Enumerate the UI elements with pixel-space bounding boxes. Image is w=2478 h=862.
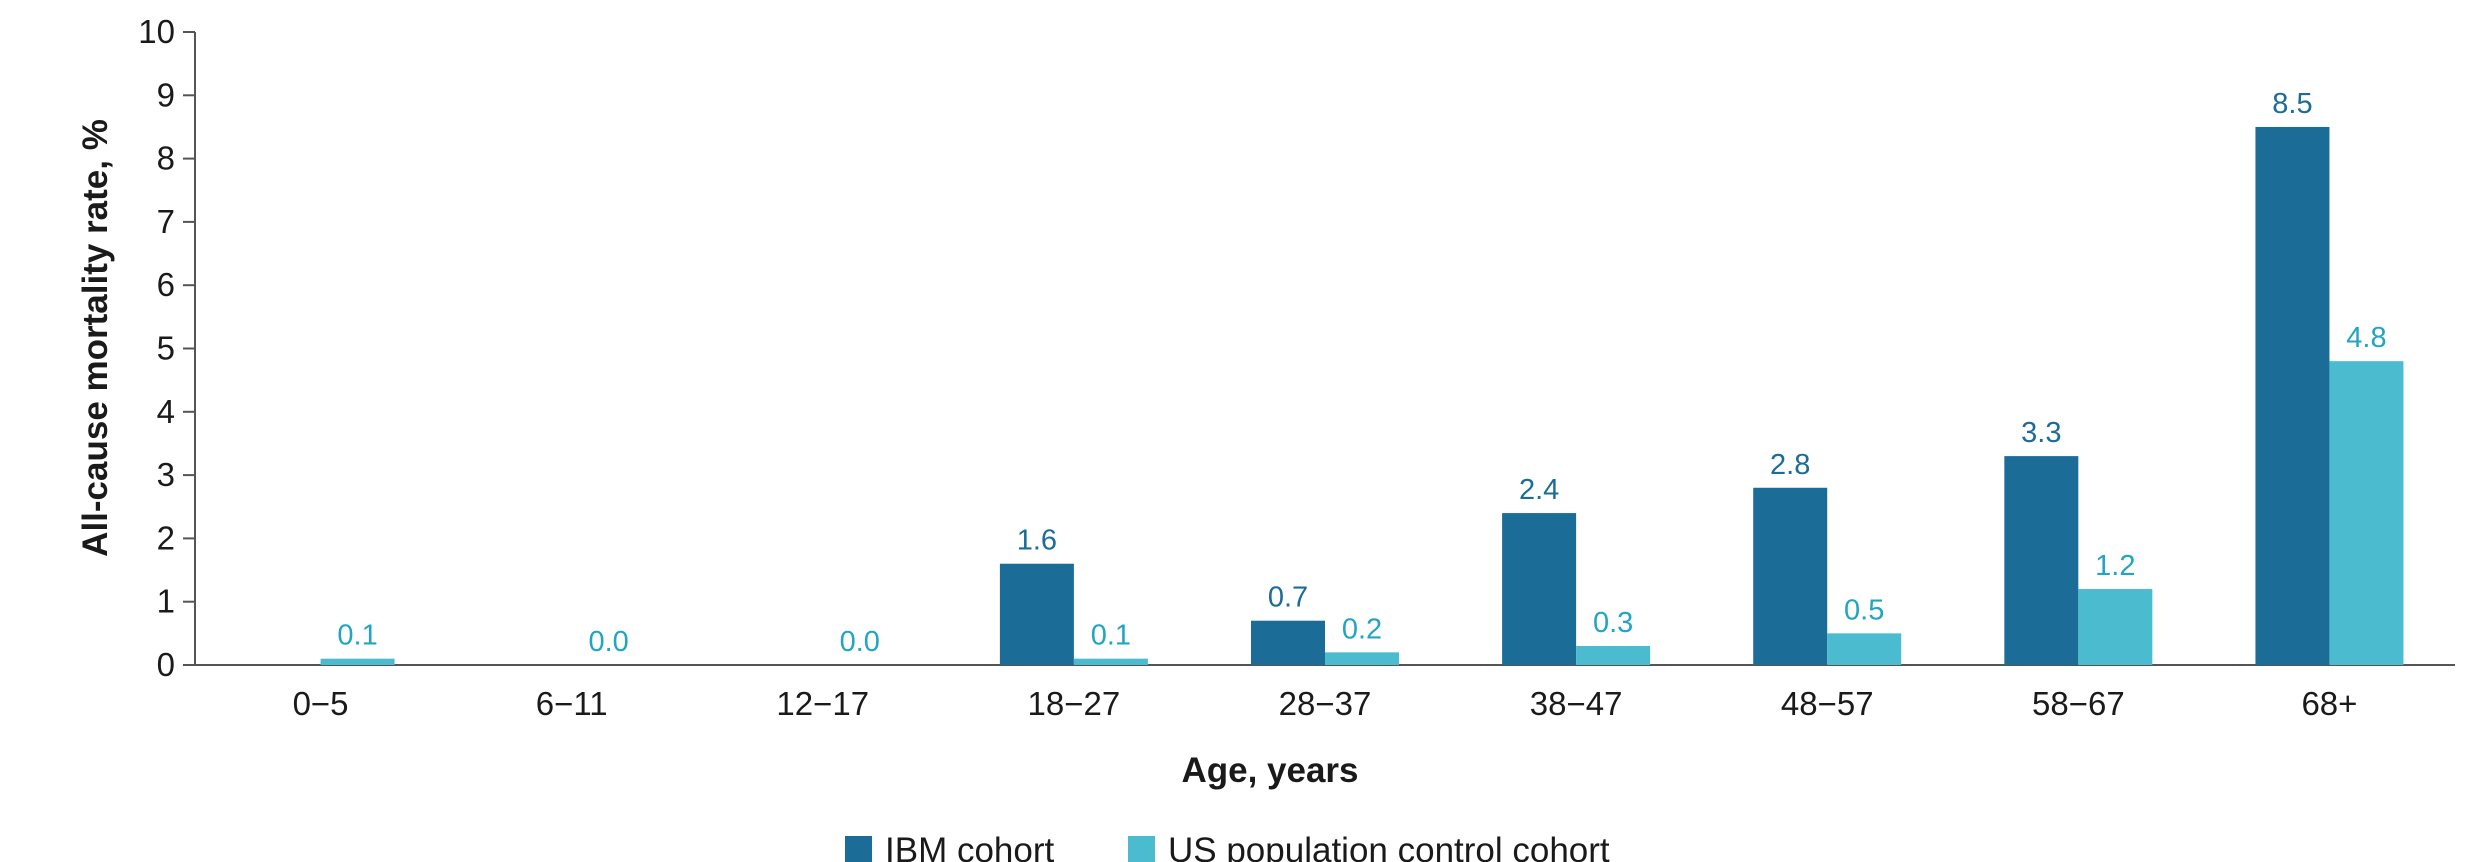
y-tick-label: 0 [157, 646, 175, 683]
data-label: 8.5 [2272, 88, 2312, 120]
data-label: 3.3 [2021, 417, 2061, 449]
data-label: 4.8 [2346, 322, 2386, 354]
legend-label-us: US population control cohort [1168, 831, 1610, 862]
bar [1576, 646, 1651, 665]
bar [1251, 620, 1325, 665]
y-axis: 0 1 2 3 4 5 6 7 8 9 10 [138, 13, 196, 683]
y-tick-label: 9 [157, 76, 175, 113]
data-labels: 1.6 0.7 2.4 2.8 3.3 8.5 0.1 0.0 0.0 0.1 0.2 0.3 0.5 1… [337, 88, 2386, 658]
y-tick-label: 10 [138, 13, 175, 50]
x-tick-label: 58−67 [2032, 685, 2125, 722]
bar [1753, 487, 1828, 665]
y-axis-title: All-cause mortality rate, % [76, 119, 115, 557]
bar [1073, 658, 1148, 665]
data-label: 1.6 [1017, 525, 1057, 557]
bar [1827, 633, 1902, 665]
legend-label-ibm: IBM cohort [885, 831, 1054, 862]
data-label: 0.5 [1844, 594, 1884, 626]
x-tick-label: 12−17 [776, 685, 869, 722]
x-axis: 0−5 6−11 12−17 18−27 28−37 38−47 48−57 58−67 68+ [195, 664, 2455, 722]
x-tick-label: 48−57 [1781, 685, 1874, 722]
x-tick-label: 0−5 [293, 685, 349, 722]
data-label: 0.7 [1268, 582, 1308, 614]
bar [2255, 126, 2330, 665]
y-tick-label: 3 [157, 456, 175, 493]
data-label: 0.1 [1091, 620, 1131, 652]
data-label: 0.1 [337, 620, 377, 652]
y-tick-label: 4 [157, 393, 175, 430]
y-tick-label: 6 [157, 266, 175, 303]
y-tick-label: 1 [157, 583, 175, 620]
x-tick-label: 6−11 [536, 685, 608, 722]
data-label: 0.2 [1342, 613, 1382, 645]
x-tick-label: 68+ [2301, 685, 2357, 722]
y-tick-label: 5 [157, 330, 175, 367]
data-label: 0.3 [1593, 607, 1633, 639]
bars [320, 126, 2404, 665]
bar [1502, 513, 1577, 665]
bar [2329, 361, 2404, 665]
legend: IBM cohort US population control cohort [845, 831, 1610, 862]
x-tick-label: 18−27 [1028, 685, 1121, 722]
data-label: 2.8 [1770, 449, 1810, 481]
y-tick-label: 8 [157, 140, 175, 177]
bar [1325, 652, 1399, 665]
x-tick-label: 28−37 [1279, 685, 1372, 722]
y-tick-label: 2 [157, 519, 175, 556]
data-label: 2.4 [1519, 474, 1559, 506]
y-tick-label: 7 [157, 203, 175, 240]
x-axis-title: Age, years [1181, 751, 1358, 790]
legend-swatch-us [1128, 836, 1155, 862]
bar [320, 658, 395, 665]
data-label: 0.0 [589, 626, 629, 658]
data-label: 1.2 [2095, 550, 2135, 582]
data-label: 0.0 [840, 626, 880, 658]
bar [999, 563, 1074, 665]
bar [2078, 589, 2153, 665]
x-tick-label: 38−47 [1530, 685, 1623, 722]
legend-swatch-ibm [845, 836, 872, 862]
bar [2004, 456, 2079, 665]
